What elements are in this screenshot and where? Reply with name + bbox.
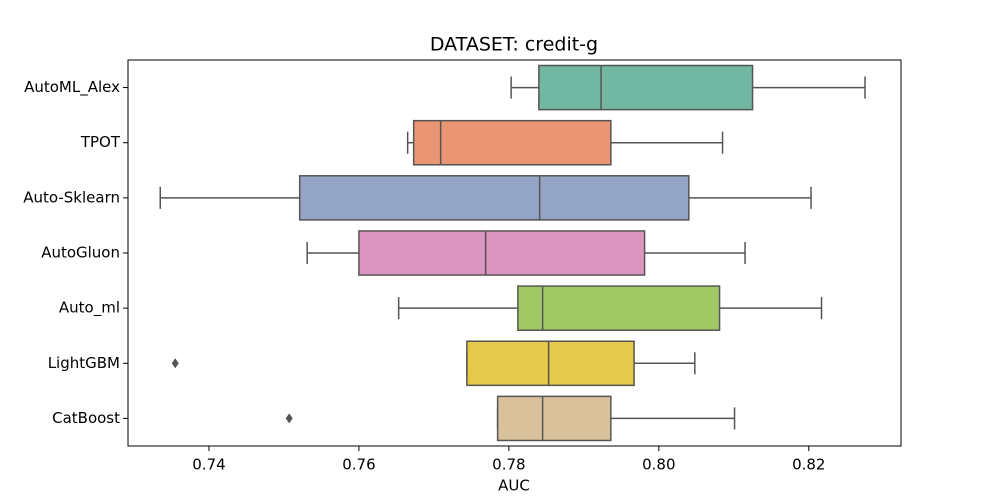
y-tick-label: Auto-Sklearn	[23, 188, 120, 206]
y-tick-label: LightGBM	[48, 354, 120, 372]
y-tick-label: Auto_ml	[59, 299, 120, 318]
x-tick-label: 0.76	[342, 456, 375, 474]
box	[358, 230, 646, 276]
box	[298, 175, 690, 221]
x-axis-label: AUC	[498, 477, 530, 495]
y-tick-label: CatBoost	[52, 409, 120, 427]
box	[538, 64, 754, 111]
x-tick-label: 0.82	[792, 456, 825, 474]
y-tick-label: AutoML_Alex	[24, 78, 120, 97]
x-tick-label: 0.74	[192, 456, 225, 474]
box	[466, 340, 635, 387]
chart-title: DATASET: credit-g	[430, 34, 598, 56]
box	[496, 395, 612, 442]
y-tick-label: AutoGluon	[41, 244, 120, 262]
x-tick-label: 0.80	[642, 456, 675, 474]
y-tick-label: TPOT	[80, 133, 121, 151]
outlier	[171, 358, 179, 369]
x-tick-label: 0.78	[492, 456, 525, 474]
box	[412, 119, 612, 166]
outlier	[285, 413, 293, 424]
box	[517, 285, 721, 331]
